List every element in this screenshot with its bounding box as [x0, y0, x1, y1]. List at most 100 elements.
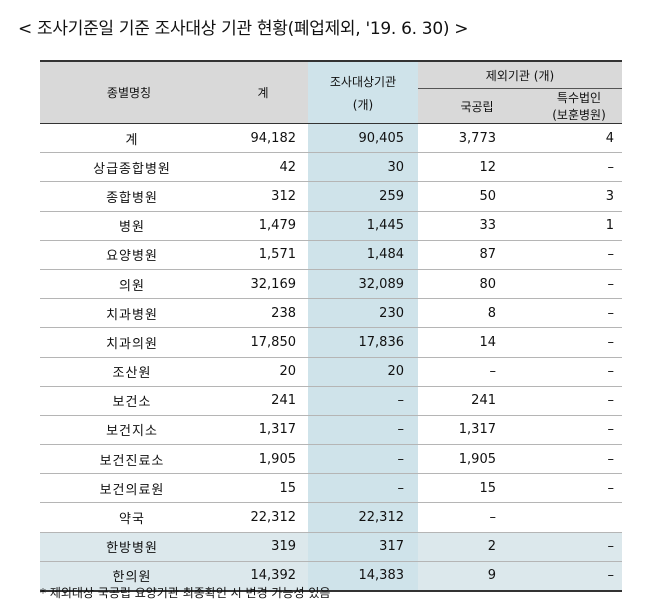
row-special-cell: –	[536, 444, 622, 475]
row-public-cell: –	[418, 357, 536, 387]
table-row: 한의원 14,392 14,383 9–	[40, 561, 622, 592]
row-total-cell: 1,317	[218, 415, 308, 446]
table-row: 한방병원 319 317 2–	[40, 532, 622, 562]
row-total-cell: 42	[218, 152, 308, 183]
row-public-cell: 241	[418, 386, 536, 416]
row-name-cell: 상급종합병원	[40, 152, 218, 183]
row-total-cell: 238	[218, 298, 308, 329]
row-total-cell: 15	[218, 473, 308, 504]
row-target-cell: 1,445	[308, 211, 418, 241]
row-name-cell: 한의원	[40, 561, 218, 592]
row-target-cell: 22,312	[308, 502, 418, 533]
row-special-cell: –	[536, 561, 622, 592]
row-target-cell: 17,836	[308, 327, 418, 358]
row-target-cell: 32,089	[308, 269, 418, 300]
table-row: 병원 1,479 1,445 33 1	[40, 211, 622, 241]
row-name-cell: 보건소	[40, 386, 218, 416]
header-total: 계	[218, 61, 308, 124]
row-target-cell: 30	[308, 152, 418, 183]
institution-table: 종별명칭 계 조사대상기관 (개) 제외기관 (개) 국공립 특수법인 (보훈병…	[40, 60, 622, 592]
row-special-cell: 1	[536, 211, 622, 241]
row-target-cell: 259	[308, 181, 418, 212]
row-special-cell: –	[536, 532, 622, 562]
row-public-cell: 15	[418, 473, 536, 504]
row-target-cell: –	[308, 415, 418, 446]
row-special-cell: –	[536, 357, 622, 387]
row-total-cell: 32,169	[218, 269, 308, 300]
header-special: 특수법인 (보훈병원)	[536, 88, 622, 124]
row-special-cell: –	[536, 269, 622, 300]
row-public-cell: 33	[418, 211, 536, 241]
row-special-cell: 3	[536, 181, 622, 212]
table-row: 보건의료원 15–15–	[40, 473, 622, 504]
row-special-cell: –	[536, 298, 622, 329]
row-public-cell: 1,317	[418, 415, 536, 446]
row-public-cell: 87	[418, 240, 536, 270]
row-total-cell: 94,182	[218, 123, 308, 154]
row-public-cell: 50	[418, 181, 536, 212]
row-name-cell: 한방병원	[40, 532, 218, 562]
row-special-cell: –	[536, 473, 622, 504]
row-total-cell: 312	[218, 181, 308, 212]
row-name-cell: 보건진료소	[40, 444, 218, 475]
header-public: 국공립	[418, 88, 536, 124]
row-name-cell: 치과의원	[40, 327, 218, 358]
row-total-cell: 1,905	[218, 444, 308, 475]
row-total-cell: 319	[218, 532, 308, 562]
row-public-cell: 80	[418, 269, 536, 300]
row-name-cell: 치과병원	[40, 298, 218, 329]
table-row: 치과병원 238 230 8–	[40, 298, 622, 329]
row-target-cell: 14,383	[308, 561, 418, 592]
row-name-cell: 종합병원	[40, 181, 218, 212]
row-public-cell: 1,905	[418, 444, 536, 475]
row-target-cell: 20	[308, 357, 418, 387]
row-total-cell: 20	[218, 357, 308, 387]
row-public-cell: 3,773	[418, 123, 536, 154]
header-type: 종별명칭	[40, 61, 218, 124]
table-row: 요양병원 1,571 1,484 87–	[40, 240, 622, 270]
table-row: 보건지소 1,317–1,317–	[40, 415, 622, 446]
row-target-cell: 230	[308, 298, 418, 329]
row-name-cell: 의원	[40, 269, 218, 300]
row-target-cell: –	[308, 386, 418, 416]
row-target-cell: –	[308, 473, 418, 504]
row-name-cell: 요양병원	[40, 240, 218, 270]
row-special-cell	[536, 502, 622, 533]
page-title: < 조사기준일 기준 조사대상 기관 현황(폐업제외, '19. 6. 30) …	[18, 19, 469, 39]
table-row: 상급종합병원 42 30 12–	[40, 152, 622, 183]
table-row: 치과의원 17,850 17,836 14–	[40, 327, 622, 358]
row-target-cell: 317	[308, 532, 418, 562]
row-public-cell: 2	[418, 532, 536, 562]
table-body: 계 94,182 90,405 3,773 4 상급종합병원 42 30 12– 종합병원 312 2…	[40, 123, 622, 592]
table-row: 보건진료소 1,905–1,905–	[40, 444, 622, 475]
footnote: * 제외대상 국공립 요양기관 최종확인 시 변경 가능성 있음	[40, 586, 331, 600]
row-name-cell: 보건지소	[40, 415, 218, 446]
header-target: 조사대상기관 (개)	[308, 61, 418, 124]
table-row: 계 94,182 90,405 3,773 4	[40, 123, 622, 154]
table-row: 약국 22,312 22,312–	[40, 502, 622, 533]
row-special-cell: –	[536, 240, 622, 270]
row-name-cell: 보건의료원	[40, 473, 218, 504]
row-name-cell: 병원	[40, 211, 218, 241]
row-target-cell: 1,484	[308, 240, 418, 270]
table-row: 조산원 20 20– –	[40, 357, 622, 387]
row-public-cell: 12	[418, 152, 536, 183]
row-public-cell: 14	[418, 327, 536, 358]
row-special-cell: –	[536, 415, 622, 446]
row-total-cell: 1,571	[218, 240, 308, 270]
table-row: 보건소 241–241–	[40, 386, 622, 416]
row-name-cell: 조산원	[40, 357, 218, 387]
row-total-cell: 22,312	[218, 502, 308, 533]
header-excluded: 제외기관 (개)	[418, 61, 622, 89]
table-row: 의원 32,169 32,089 80–	[40, 269, 622, 300]
row-public-cell: –	[418, 502, 536, 533]
row-special-cell: 4	[536, 123, 622, 154]
table-row: 종합병원 312 259 50 3	[40, 181, 622, 212]
row-target-cell: 90,405	[308, 123, 418, 154]
row-special-cell: –	[536, 152, 622, 183]
row-total-cell: 17,850	[218, 327, 308, 358]
row-special-cell: –	[536, 386, 622, 416]
row-public-cell: 8	[418, 298, 536, 329]
row-name-cell: 계	[40, 123, 218, 154]
row-target-cell: –	[308, 444, 418, 475]
